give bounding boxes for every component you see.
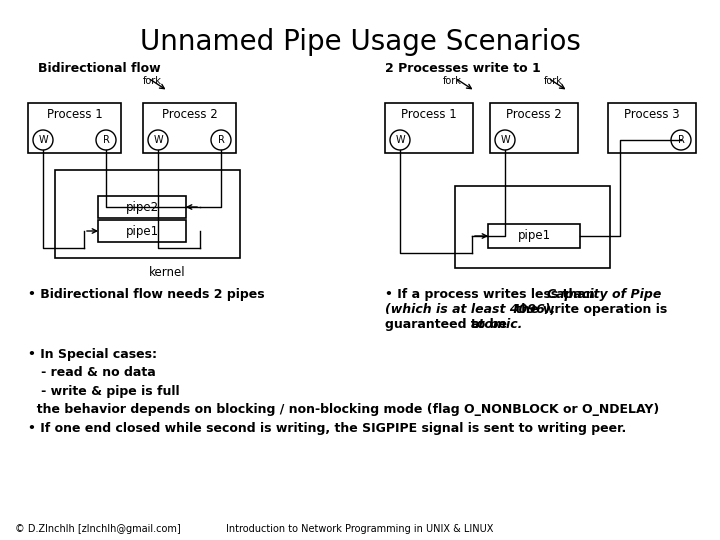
Circle shape [211,130,231,150]
Text: R: R [102,135,109,145]
Text: pipe1: pipe1 [518,230,551,242]
Text: fork: fork [544,76,563,86]
Bar [28,103,121,153]
Bar [98,196,186,218]
Text: W: W [38,135,48,145]
Bar [98,220,186,242]
Text: fork: fork [143,76,162,86]
Text: Process 1: Process 1 [47,109,102,122]
Text: (which is at least 4096),: (which is at least 4096), [385,303,555,316]
Bar [490,103,578,153]
Circle shape [671,130,691,150]
Text: • In Special cases:
   - read & no data
   - write & pipe is full
  the behavior: • In Special cases: - read & no data - w… [28,348,660,435]
Text: R: R [678,135,685,145]
Text: the write operation is: the write operation is [511,303,667,316]
Bar [55,170,240,258]
Text: Bidirectional flow: Bidirectional flow [38,62,161,75]
Text: Process 1: Process 1 [401,109,457,122]
Text: Process 2: Process 2 [161,109,217,122]
Text: W: W [153,135,163,145]
Bar [455,186,610,268]
Bar [608,103,696,153]
Text: pipe1: pipe1 [125,225,158,238]
Text: atomic.: atomic. [471,318,523,331]
Bar [488,224,580,248]
Text: Introduction to Network Programming in UNIX & LINUX: Introduction to Network Programming in U… [226,524,494,534]
Text: Capacity of Pipe: Capacity of Pipe [546,288,661,301]
Text: R: R [217,135,225,145]
Bar [385,103,473,153]
Text: pipe2: pipe2 [125,200,158,213]
Circle shape [33,130,53,150]
Text: Unnamed Pipe Usage Scenarios: Unnamed Pipe Usage Scenarios [140,28,580,56]
Text: W: W [395,135,405,145]
Bar [143,103,236,153]
Text: fork: fork [443,76,462,86]
Text: • If a process writes less than: • If a process writes less than [385,288,599,301]
Text: © D.Zlnchlh [zlnchlh@gmail.com]: © D.Zlnchlh [zlnchlh@gmail.com] [15,524,181,534]
Text: Process 2: Process 2 [506,109,562,122]
Text: Process 3: Process 3 [624,109,680,122]
Text: W: W [500,135,510,145]
Circle shape [148,130,168,150]
Text: guaranteed to be: guaranteed to be [385,318,511,331]
Text: • Bidirectional flow needs 2 pipes: • Bidirectional flow needs 2 pipes [28,288,265,301]
Text: kernel: kernel [149,266,186,279]
Circle shape [390,130,410,150]
Circle shape [96,130,116,150]
Circle shape [495,130,515,150]
Text: 2 Processes write to 1: 2 Processes write to 1 [385,62,541,75]
